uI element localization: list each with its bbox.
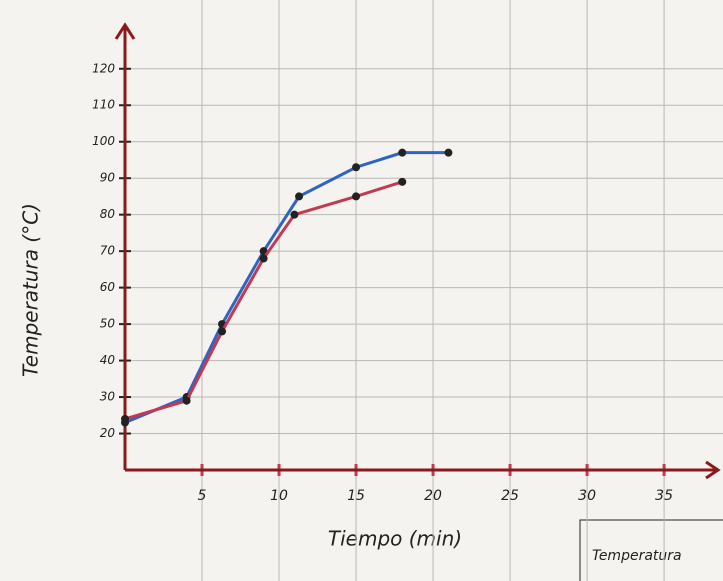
- y-tick-label: 110: [92, 98, 115, 112]
- x-tick-label: 20: [424, 488, 442, 504]
- y-tick-label: 80: [100, 207, 116, 221]
- y-tick-label: 20: [100, 426, 116, 440]
- y-tick-label: 100: [92, 134, 115, 148]
- x-tick-label: 30: [578, 488, 596, 504]
- data-point: [218, 327, 227, 336]
- data-point: [398, 177, 407, 186]
- data-point: [121, 414, 129, 423]
- data-point: [444, 148, 453, 157]
- y-tick-label: 90: [100, 171, 116, 185]
- y-tick-label: 70: [100, 244, 116, 258]
- y-axis: [114, 22, 136, 470]
- y-tick-label: 40: [100, 353, 116, 367]
- y-axis-label: Temperatura (°C): [19, 203, 43, 377]
- data-point: [259, 254, 268, 263]
- data-point: [290, 210, 299, 219]
- note-box: [579, 519, 723, 581]
- x-tick-label: 35: [655, 488, 673, 504]
- data-point: [182, 396, 191, 405]
- y-tick-label: 50: [100, 317, 116, 331]
- data-point: [295, 192, 304, 201]
- x-tick-label: 5: [198, 488, 207, 504]
- x-tick-label: 25: [501, 488, 519, 504]
- y-tick-label: 60: [100, 280, 116, 294]
- x-axis-label: Tiempo (min): [328, 527, 462, 551]
- x-tick-label: 15: [347, 488, 365, 504]
- y-tick-label: 120: [92, 61, 115, 75]
- data-point: [352, 192, 361, 201]
- data-point: [352, 163, 361, 172]
- x-tick-label: 10: [270, 488, 288, 504]
- series-line: [124, 151, 449, 424]
- annotation: Temperatura: [592, 548, 682, 564]
- x-axis: [125, 460, 721, 480]
- y-tick-label: 30: [100, 390, 116, 404]
- data-point: [398, 148, 407, 157]
